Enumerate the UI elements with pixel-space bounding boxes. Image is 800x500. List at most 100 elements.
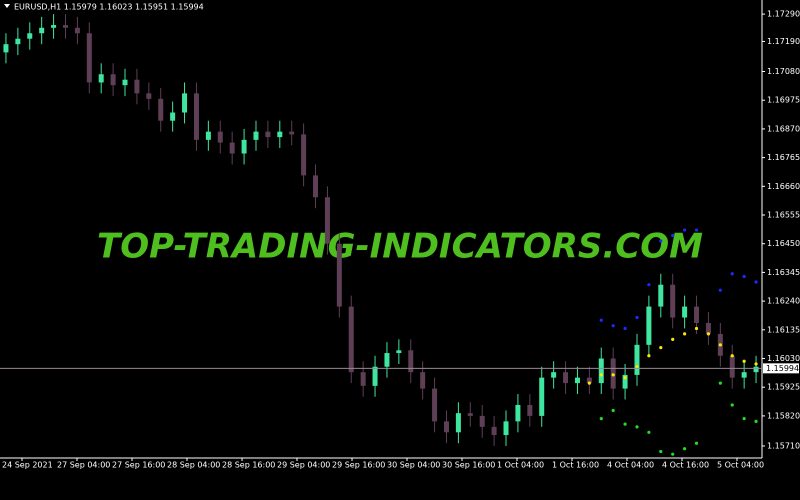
candle-body [479, 415, 485, 427]
indicator-dot [730, 403, 734, 407]
candle-body [348, 306, 354, 373]
candle-body [39, 27, 45, 34]
indicator-dot [742, 359, 746, 363]
indicator-dot [754, 419, 758, 423]
indicator-dot [623, 376, 627, 380]
indicator-dot [623, 326, 627, 331]
y-tick-label: 1.15820 [767, 411, 800, 420]
x-tick-label: 29 Sep 16:00 [332, 461, 385, 470]
candle-body [503, 421, 509, 436]
indicator-dot [683, 447, 687, 451]
indicator-dot [754, 280, 758, 284]
candle-body [313, 175, 319, 198]
menu-triangle[interactable] [4, 4, 10, 8]
candle-body [289, 131, 295, 135]
indicator-dot [742, 274, 746, 279]
candle-body [324, 197, 330, 244]
candle-body [539, 377, 545, 416]
candle-body [682, 306, 688, 318]
y-tick-label: 1.16030 [767, 354, 800, 363]
candle-body [432, 388, 438, 422]
candle-body [467, 413, 473, 416]
watermark: TOP-TRADING-INDICATORS.COM [97, 227, 703, 267]
y-tick-label: 1.17080 [767, 67, 800, 76]
candle-body [134, 79, 140, 94]
candle-body [670, 284, 676, 318]
candle-body [741, 372, 747, 378]
candle-body [646, 306, 652, 345]
candle-body [336, 243, 342, 307]
candle-body [170, 112, 176, 121]
candle-body [217, 131, 223, 143]
candle-body [15, 38, 21, 45]
candle-body [515, 404, 521, 422]
indicator-dot [671, 337, 675, 341]
indicator-dot [635, 315, 639, 320]
indicator-dot [659, 449, 663, 454]
current-price-label: 1.15994 [766, 364, 799, 373]
indicator-dot [694, 228, 699, 232]
candle-body [574, 377, 580, 384]
y-tick-label: 1.16660 [767, 182, 800, 191]
candle-body [563, 372, 569, 384]
indicator-dot [599, 417, 603, 421]
candle-body [253, 131, 259, 140]
indicator-dot [694, 326, 699, 331]
candle-body [241, 139, 247, 154]
candle-body [74, 27, 80, 34]
candle-body [86, 33, 92, 83]
candle-body [694, 306, 700, 323]
candle-body [193, 93, 199, 140]
plot [3, 14, 759, 456]
y-tick-label: 1.17190 [767, 37, 800, 46]
x-tick-label: 28 Sep 16:00 [222, 461, 275, 470]
candle-body [598, 358, 604, 384]
indicator-dot [730, 272, 734, 276]
candle-body [408, 350, 414, 373]
candle-body [729, 355, 735, 378]
candle-body [265, 131, 271, 138]
indicator-dot [599, 373, 603, 377]
x-tick-label: 4 Oct 16:00 [662, 461, 709, 470]
indicator-dot [671, 233, 675, 238]
candle-body [3, 44, 9, 53]
candle-body [551, 372, 557, 378]
candle-body [658, 284, 664, 307]
indicator-dot [683, 332, 687, 336]
candle-body [753, 366, 759, 373]
indicator-dot [647, 430, 651, 434]
candle-body [586, 377, 592, 384]
candle-body [455, 413, 461, 433]
indicator-dot [718, 288, 722, 292]
indicator-dot [611, 408, 615, 413]
indicator-dot [730, 354, 734, 358]
candle-body [182, 93, 188, 113]
indicator-dot [587, 381, 591, 385]
indicator-dot [694, 441, 699, 445]
indicator-dot [659, 239, 663, 243]
candle-body [110, 74, 116, 86]
x-tick-label: 29 Sep 04:00 [277, 461, 330, 470]
candle-body [372, 366, 378, 386]
candle-body [27, 33, 33, 39]
candle-body [301, 134, 307, 176]
indicator-dot [623, 422, 627, 426]
x-tick-label: 27 Sep 16:00 [112, 461, 165, 470]
candle-body [62, 25, 68, 28]
x-tick-label: 1 Oct 16:00 [552, 461, 599, 470]
x-tick-label: 28 Sep 04:00 [167, 461, 220, 470]
candle-body [158, 98, 164, 121]
indicator-dot [599, 318, 603, 322]
candle-body [98, 74, 104, 83]
candle-body [491, 426, 497, 436]
indicator-dot [647, 283, 651, 287]
candle-body [277, 131, 283, 138]
candle-body [146, 93, 152, 99]
candle-body [360, 372, 366, 386]
x-tick-label: 4 Oct 04:00 [607, 461, 654, 470]
y-tick-label: 1.16555 [767, 211, 800, 220]
candle-body [705, 322, 711, 334]
